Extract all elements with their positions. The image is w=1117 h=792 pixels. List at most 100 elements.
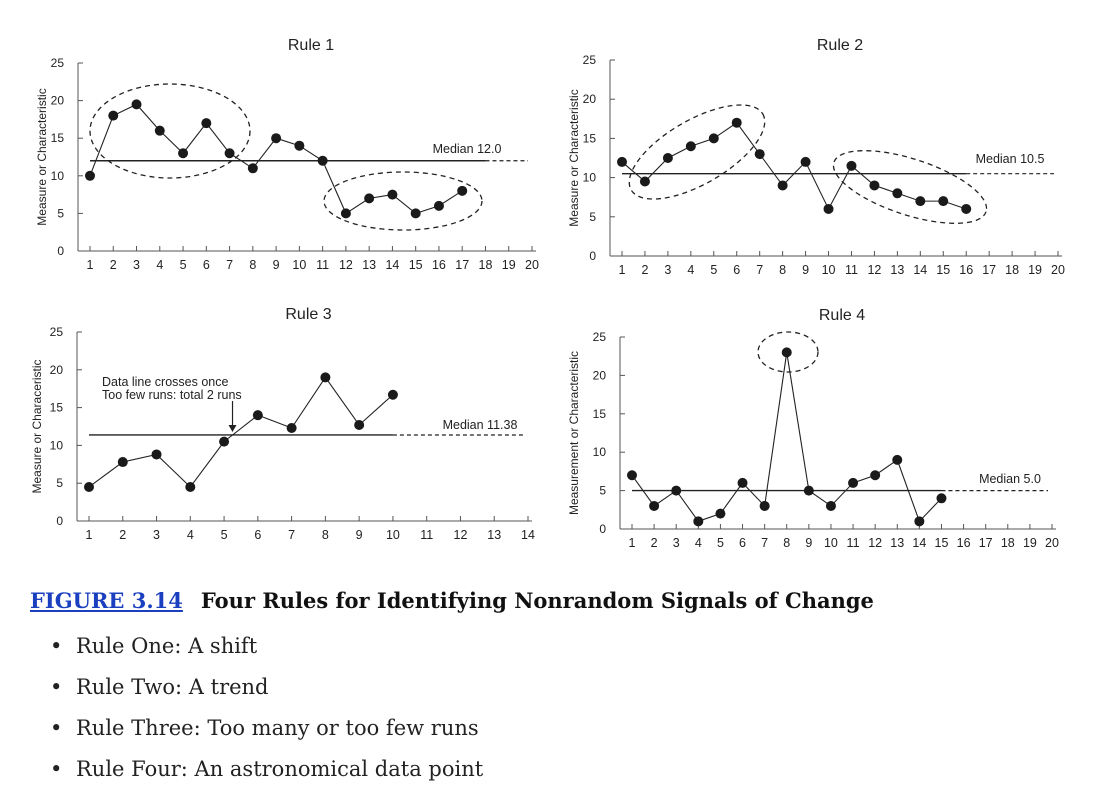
- x-tick-label: 16: [957, 536, 971, 550]
- x-tick-label: 5: [710, 263, 717, 277]
- x-tick-label: 6: [739, 536, 746, 550]
- x-tick-label: 14: [913, 263, 927, 277]
- data-point: [869, 180, 880, 191]
- rule-four-text: Rule Four: An astronomical data point: [76, 757, 484, 781]
- x-tick-label: 10: [292, 258, 306, 272]
- y-tick-label: 0: [56, 514, 63, 528]
- x-tick-label: 8: [779, 263, 786, 277]
- x-tick-label: 3: [133, 258, 140, 272]
- x-tick-label: 3: [153, 528, 160, 542]
- y-tick-label: 15: [583, 131, 597, 145]
- data-point: [708, 133, 719, 144]
- x-tick-label: 9: [805, 536, 812, 550]
- y-tick-label: 10: [593, 445, 607, 459]
- figure-label-link[interactable]: FIGURE 3.14: [30, 588, 183, 613]
- data-point: [825, 500, 836, 511]
- data-point: [252, 410, 263, 421]
- x-tick-label: 20: [1045, 536, 1059, 550]
- y-tick-label: 10: [51, 169, 65, 183]
- x-tick-label: 19: [1023, 536, 1037, 550]
- x-tick-label: 14: [912, 536, 926, 550]
- series-line: [89, 103, 463, 215]
- data-point: [354, 419, 365, 430]
- median-label: Median 10.5: [976, 152, 1045, 166]
- chart-title: Rule 4: [819, 307, 865, 324]
- x-tick-label: 4: [695, 536, 702, 550]
- y-tick-label: 5: [599, 484, 606, 498]
- x-tick-label: 8: [322, 528, 329, 542]
- x-tick-label: 20: [1051, 263, 1065, 277]
- data-point: [649, 500, 660, 511]
- x-tick-label: 2: [110, 258, 117, 272]
- y-tick-label: 20: [583, 92, 597, 106]
- data-point: [715, 508, 726, 519]
- x-tick-label: 10: [386, 528, 400, 542]
- list-item: • Rule Two: A trend: [50, 669, 483, 710]
- x-tick-label: 7: [761, 536, 768, 550]
- data-point: [320, 372, 331, 383]
- x-tick-label: 14: [385, 258, 399, 272]
- list-item: • Rule One: A shift: [50, 628, 483, 669]
- x-tick-label: 17: [455, 258, 469, 272]
- figure-title: Four Rules for Identifying Nonrandom Sig…: [200, 588, 874, 613]
- y-tick-label: 15: [50, 401, 64, 415]
- data-point: [85, 170, 95, 181]
- x-tick-label: 13: [487, 528, 501, 542]
- x-tick-label: 2: [641, 263, 648, 277]
- x-tick-label: 11: [847, 536, 860, 550]
- data-point: [781, 347, 792, 358]
- y-tick-label: 10: [583, 171, 597, 185]
- x-tick-label: 17: [982, 263, 996, 277]
- rules-list: • Rule One: A shift • Rule Two: A trend • R…: [50, 628, 483, 792]
- data-point: [671, 485, 682, 496]
- data-point: [777, 180, 788, 191]
- data-point: [286, 423, 297, 434]
- x-tick-label: 1: [629, 536, 636, 550]
- data-point: [271, 133, 282, 144]
- data-point: [915, 196, 926, 207]
- x-tick-label: 9: [802, 263, 809, 277]
- circled-group: [832, 150, 988, 224]
- x-tick-label: 15: [936, 263, 950, 277]
- x-tick-label: 8: [249, 258, 256, 272]
- x-tick-label: 14: [521, 528, 535, 542]
- bullet-icon: •: [50, 757, 63, 781]
- data-point: [617, 156, 627, 167]
- x-tick-label: 5: [717, 536, 724, 550]
- x-tick-label: 12: [868, 536, 882, 550]
- data-point: [317, 155, 328, 166]
- data-point: [247, 163, 258, 174]
- x-tick-label: 4: [687, 263, 694, 277]
- data-point: [154, 125, 165, 136]
- data-point: [662, 153, 673, 163]
- data-point: [131, 99, 142, 110]
- rule-three-text: Rule Three: Too many or too few runs: [76, 716, 479, 740]
- x-tick-label: 11: [316, 258, 329, 272]
- data-point: [410, 208, 421, 219]
- figure-caption: FIGURE 3.14 Four Rules for Identifying No…: [30, 588, 874, 613]
- circled-group: [757, 331, 819, 373]
- x-tick-label: 3: [673, 536, 680, 550]
- x-tick-label: 20: [525, 258, 539, 272]
- x-tick-label: 15: [935, 536, 949, 550]
- chart-title: Rule 1: [288, 37, 334, 54]
- rule-two-text: Rule Two: A trend: [76, 675, 269, 699]
- data-point: [457, 185, 468, 196]
- x-tick-label: 16: [432, 258, 446, 272]
- data-point: [914, 516, 925, 527]
- data-point: [224, 148, 235, 159]
- data-point: [938, 196, 949, 207]
- data-point: [803, 485, 814, 496]
- data-point: [848, 477, 859, 488]
- median-label: Median 12.0: [433, 142, 502, 156]
- x-tick-label: 13: [890, 536, 904, 550]
- x-tick-label: 12: [867, 263, 881, 277]
- data-point: [201, 118, 212, 129]
- x-tick-label: 12: [454, 528, 468, 542]
- data-point: [387, 389, 398, 400]
- y-tick-label: 25: [50, 325, 64, 339]
- x-tick-label: 6: [254, 528, 261, 542]
- y-tick-label: 20: [50, 363, 64, 377]
